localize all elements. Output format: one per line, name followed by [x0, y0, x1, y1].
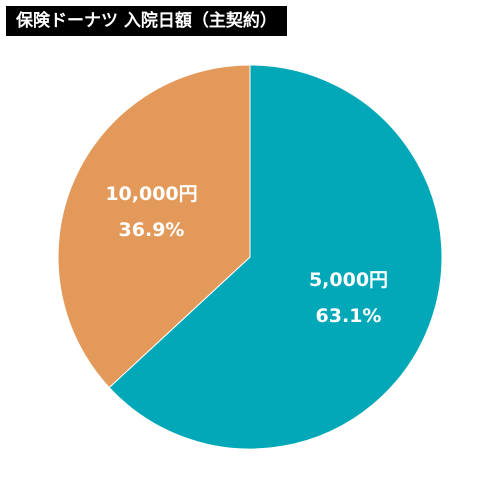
slice-category-label: 10,000円 [105, 183, 197, 205]
chart-title: 保険ドーナツ 入院日額（主契約） [6, 6, 287, 36]
slice-category-label: 5,000円 [309, 269, 388, 291]
slice-percent-label: 63.1% [316, 305, 382, 327]
pie-slice-1 [108, 64, 443, 450]
pie-slice-2 [57, 64, 251, 389]
slice-percent-label: 36.9% [119, 219, 185, 241]
